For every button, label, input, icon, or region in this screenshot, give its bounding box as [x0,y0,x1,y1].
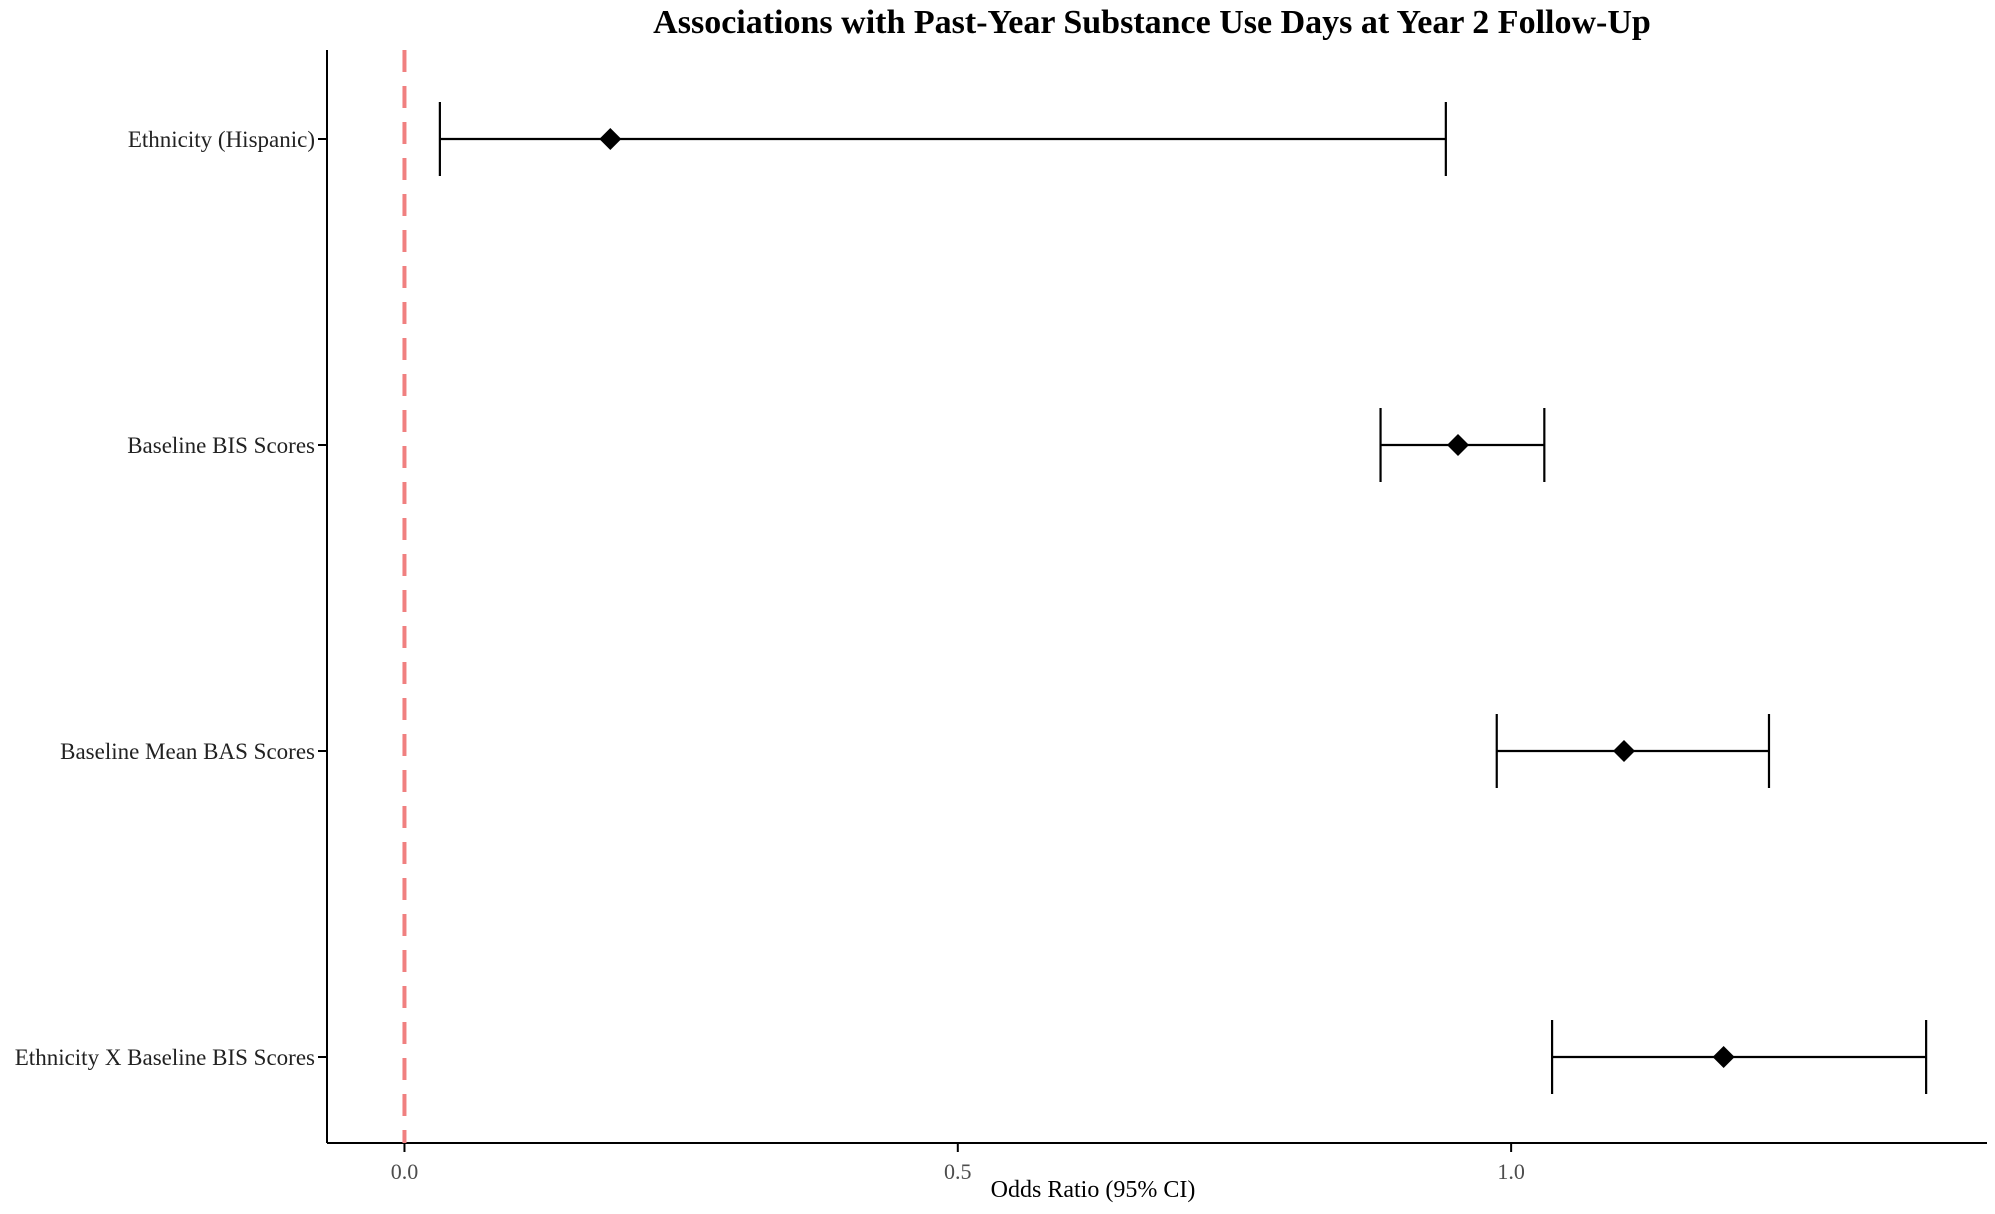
x-axis-ticks: 0.0 0.5 1.0 [391,1143,1525,1184]
x-tick-label: 0.0 [391,1159,419,1184]
estimate-diamond-marker [1712,1046,1735,1068]
estimate-diamond-marker [599,128,622,150]
estimate-marks [438,102,1928,1094]
estimate-diamond-marker [1613,740,1636,762]
category-label: Baseline BIS Scores [127,433,315,458]
x-tick-label: 0.5 [944,1159,972,1184]
category-label: Baseline Mean BAS Scores [60,739,315,764]
category-label: Ethnicity X Baseline BIS Scores [15,1045,315,1070]
chart-title: Associations with Past-Year Substance Us… [653,4,1651,41]
y-axis-ticks: Ethnicity (Hispanic) Baseline BIS Scores B… [15,127,327,1070]
x-tick-label: 1.0 [1497,1159,1525,1184]
category-label: Ethnicity (Hispanic) [128,127,315,152]
estimate-diamond-marker [1447,434,1470,456]
x-axis-title: Odds Ratio (95% CI) [991,1177,1196,1203]
